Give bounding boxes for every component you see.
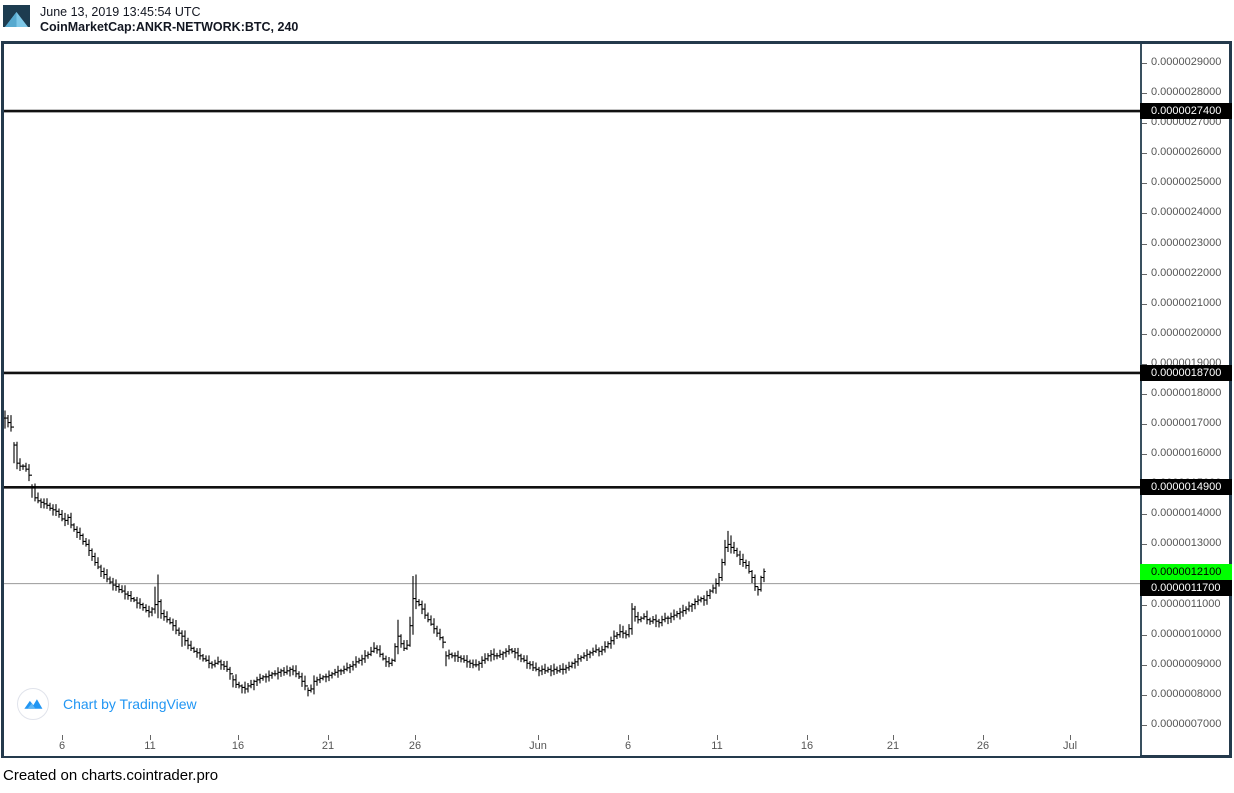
time-axis-label: 26 bbox=[976, 740, 990, 752]
price-axis-label: 0.0000025000 bbox=[1151, 176, 1222, 188]
time-axis-tick bbox=[150, 735, 151, 740]
price-axis-label: 0.0000022000 bbox=[1151, 267, 1222, 279]
time-axis-label: 11 bbox=[144, 740, 156, 752]
time-axis-label: Jun bbox=[529, 740, 547, 752]
time-axis-tick bbox=[238, 735, 239, 740]
price-axis-tick bbox=[1142, 635, 1147, 636]
price-level-badge: 0.0000027400 bbox=[1140, 103, 1232, 119]
time-axis-label: 6 bbox=[624, 740, 632, 752]
price-axis-tick bbox=[1142, 93, 1147, 94]
price-axis-tick bbox=[1142, 454, 1147, 455]
time-axis-label: 6 bbox=[58, 740, 66, 752]
price-axis-label: 0.0000011000 bbox=[1151, 598, 1221, 610]
price-axis-tick bbox=[1142, 695, 1147, 696]
time-axis-tick bbox=[415, 735, 416, 740]
price-axis-label: 0.0000007000 bbox=[1151, 718, 1222, 730]
time-axis-label: 21 bbox=[886, 740, 900, 752]
candlestick-series bbox=[4, 410, 766, 697]
price-axis-label: 0.0000017000 bbox=[1151, 417, 1222, 429]
time-axis-tick bbox=[538, 735, 539, 740]
price-axis-tick bbox=[1142, 213, 1147, 214]
tradingview-attribution-link[interactable]: Chart by TradingView bbox=[17, 687, 197, 721]
time-axis-label: Jul bbox=[1062, 740, 1078, 752]
chart-symbol-title: CoinMarketCap:ANKR-NETWORK:BTC, 240 bbox=[40, 20, 299, 34]
price-axis-label: 0.0000016000 bbox=[1151, 447, 1222, 459]
price-axis-tick bbox=[1142, 183, 1147, 184]
candlestick-plot-pane[interactable] bbox=[4, 44, 1140, 735]
price-axis-tick bbox=[1142, 153, 1147, 154]
price-axis-tick bbox=[1142, 123, 1147, 124]
price-axis-label: 0.0000009000 bbox=[1151, 658, 1222, 670]
price-axis-tick bbox=[1142, 544, 1147, 545]
price-axis-label: 0.0000027000 bbox=[1151, 116, 1222, 128]
price-axis-tick bbox=[1142, 63, 1147, 64]
time-axis-label: 21 bbox=[321, 740, 335, 752]
price-axis-separator bbox=[1140, 44, 1142, 755]
price-axis-label: 0.0000014000 bbox=[1151, 507, 1222, 519]
chart-header: June 13, 2019 13:45:54 UTC CoinMarketCap… bbox=[0, 0, 1234, 41]
price-axis-tick bbox=[1142, 244, 1147, 245]
tradingview-attribution-label[interactable]: Chart by TradingView bbox=[63, 696, 197, 712]
last-price-badge: 0.0000012100 bbox=[1140, 564, 1232, 580]
cointrader-logo-icon bbox=[3, 5, 30, 32]
time-axis-label: 11 bbox=[711, 740, 723, 752]
price-level-badge: 0.0000018700 bbox=[1140, 365, 1232, 381]
footer-credit: Created on charts.cointrader.pro bbox=[3, 767, 219, 784]
price-axis-label: 0.0000024000 bbox=[1151, 206, 1222, 218]
time-axis-tick bbox=[807, 735, 808, 740]
price-axis-label: 0.0000008000 bbox=[1151, 688, 1222, 700]
price-axis-tick bbox=[1142, 725, 1147, 726]
price-axis[interactable]: 0.0000029000 0.0000028000 0.0000027000 0.00… bbox=[1140, 41, 1232, 757]
time-axis-tick bbox=[717, 735, 718, 740]
chart-timestamp: June 13, 2019 13:45:54 UTC bbox=[40, 5, 201, 19]
price-axis-tick bbox=[1142, 394, 1147, 395]
price-axis-label: 0.0000023000 bbox=[1151, 237, 1222, 249]
time-axis-tick bbox=[983, 735, 984, 740]
price-axis-tick bbox=[1142, 514, 1147, 515]
time-axis-tick bbox=[1070, 735, 1071, 740]
price-axis-label: 0.0000026000 bbox=[1151, 146, 1222, 158]
price-level-badge: 0.0000011700 bbox=[1140, 580, 1232, 596]
tradingview-logo-icon bbox=[24, 699, 43, 709]
price-axis-label: 0.0000020000 bbox=[1151, 327, 1222, 339]
price-axis-tick bbox=[1142, 334, 1147, 335]
price-axis-label: 0.0000021000 bbox=[1151, 297, 1222, 309]
price-axis-label: 0.0000010000 bbox=[1151, 628, 1222, 640]
time-axis-label: 16 bbox=[800, 740, 814, 752]
price-axis-label: 0.0000013000 bbox=[1151, 537, 1222, 549]
time-axis-tick bbox=[62, 735, 63, 740]
time-axis-tick bbox=[628, 735, 629, 740]
price-axis-label: 0.0000028000 bbox=[1151, 86, 1222, 98]
price-axis-tick bbox=[1142, 605, 1147, 606]
price-axis-tick bbox=[1142, 364, 1147, 365]
time-axis-tick bbox=[893, 735, 894, 740]
tradingview-logo-circle bbox=[17, 688, 49, 720]
price-axis-label: 0.0000029000 bbox=[1151, 56, 1222, 68]
price-axis-tick bbox=[1142, 424, 1147, 425]
time-axis[interactable]: 6 11 16 21 26 Jun 6 11 16 21 26 Jul bbox=[4, 735, 1140, 756]
time-axis-tick bbox=[328, 735, 329, 740]
price-axis-label: 0.0000018000 bbox=[1151, 387, 1222, 399]
price-axis-tick bbox=[1142, 274, 1147, 275]
price-axis-tick bbox=[1142, 304, 1147, 305]
price-axis-tick bbox=[1142, 665, 1147, 666]
time-axis-label: 16 bbox=[231, 740, 245, 752]
price-level-badge: 0.0000014900 bbox=[1140, 479, 1232, 495]
time-axis-label: 26 bbox=[408, 740, 422, 752]
